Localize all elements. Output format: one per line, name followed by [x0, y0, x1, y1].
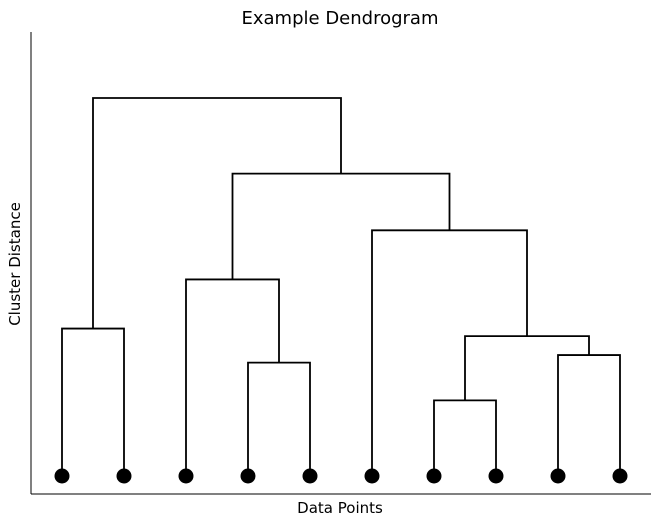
dendrogram-links — [61, 97, 621, 476]
chart-title: Example Dendrogram — [242, 8, 439, 29]
leaf-marker-1 — [54, 468, 70, 484]
leaf-marker-3 — [178, 468, 194, 484]
merge-link-6 — [464, 335, 590, 401]
leaf-marker-4 — [240, 468, 256, 484]
leaf-marker-7 — [426, 468, 442, 484]
merge-link-5 — [557, 354, 621, 476]
leaf-marker-2 — [116, 468, 132, 484]
leaf-marker-9 — [550, 468, 566, 484]
leaf-marker-8 — [488, 468, 504, 484]
merge-link-7 — [371, 229, 528, 476]
merge-link-3 — [185, 278, 280, 476]
merge-link-2 — [247, 361, 311, 476]
leaf-marker-5 — [302, 468, 318, 484]
merge-link-8 — [231, 172, 451, 280]
leaf-marker-6 — [364, 468, 380, 484]
merge-link-4 — [433, 399, 497, 476]
y-axis-label: Cluster Distance — [6, 202, 24, 326]
leaf-marker-10 — [612, 468, 628, 484]
x-axis-label: Data Points — [297, 499, 383, 517]
leaf-markers — [54, 468, 628, 484]
plot-area — [30, 32, 651, 495]
merge-link-9 — [92, 97, 342, 329]
merge-link-1 — [61, 327, 125, 476]
